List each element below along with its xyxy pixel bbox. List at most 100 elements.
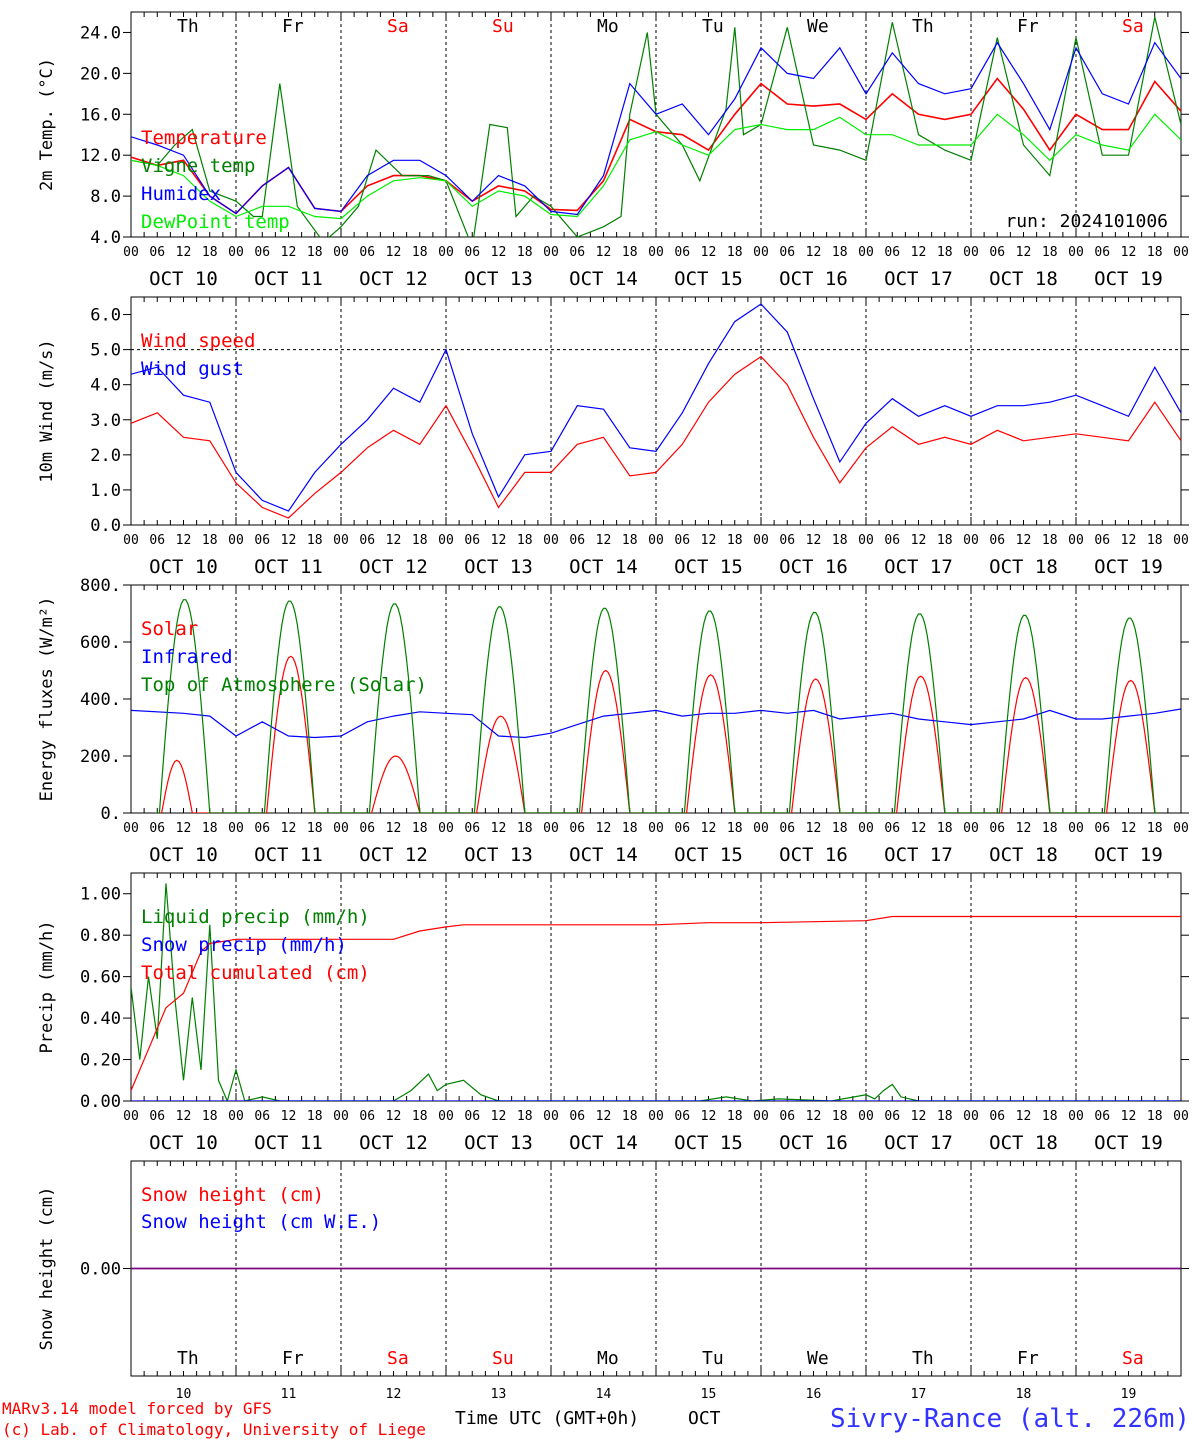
x-date-label: OCT 14 — [569, 844, 638, 866]
x-hour-label: 12 — [701, 821, 717, 836]
legend-entry: Temperature — [141, 127, 267, 149]
x-date-label: OCT 17 — [884, 844, 953, 866]
x-date-label: OCT 17 — [884, 1132, 953, 1154]
x-hour-label: 00 — [648, 533, 664, 548]
series-line-total-cumulated-cm- — [131, 915, 1181, 1091]
y-tick-label: 1.00 — [80, 885, 121, 905]
x-hour-label: 00 — [753, 821, 769, 836]
x-hour-label: 18 — [412, 1109, 428, 1124]
x-date-label: OCT 19 — [1094, 268, 1163, 290]
x-hour-label: 00 — [1173, 245, 1189, 260]
x-date-label: OCT 13 — [464, 268, 533, 290]
x-date-label: OCT 14 — [569, 1132, 638, 1154]
x-hour-label: 06 — [464, 1109, 480, 1124]
panel-4: 0.00 0.20 0.40 0.60 0.80 1.00 Precip (mm/h) 00 0… — [37, 872, 1189, 1154]
x-hour-label: 06 — [359, 533, 375, 548]
x-hour-label: 06 — [674, 821, 690, 836]
y-tick-label: 0. — [101, 804, 121, 824]
x-hour-label: 18 — [412, 245, 428, 260]
x-hour-label: 12 — [491, 533, 507, 548]
day-number-label: 12 — [386, 1387, 402, 1402]
x-hour-label: 06 — [569, 821, 585, 836]
legend-entry: Liquid precip (mm/h) — [141, 906, 370, 928]
x-hour-label: 18 — [412, 821, 428, 836]
x-hour-label: 18 — [202, 1109, 218, 1124]
x-hour-label: 12 — [386, 1109, 402, 1124]
panel-5: 0.00 Snow height (cm) Th Fr Sa Su Mo Tu We Th Fr Sa… — [37, 1160, 1189, 1402]
y-tick-label: 16.0 — [80, 105, 121, 125]
x-hour-label: 18 — [1147, 821, 1163, 836]
series-line-top-of-atmosphere-solar- — [155, 599, 1160, 813]
x-date-label: OCT 10 — [149, 556, 218, 578]
legend-entry: Vigne temp — [141, 155, 255, 177]
series-line-vigne-temp — [131, 16, 1181, 237]
x-date-label: OCT 10 — [149, 1132, 218, 1154]
weekday-label: Tu — [702, 16, 724, 37]
x-hour-label: 12 — [386, 245, 402, 260]
x-hour-label: 00 — [438, 245, 454, 260]
y-axis-label: 2m Temp. (°C) — [37, 58, 57, 191]
x-hour-label: 18 — [202, 245, 218, 260]
footer-layer: MARv3.14 model forced by GFS (c) Lab. of… — [2, 1399, 1190, 1439]
x-hour-label: 00 — [1173, 533, 1189, 548]
x-hour-label: 18 — [727, 533, 743, 548]
x-hour-label: 06 — [464, 533, 480, 548]
day-number-label: 10 — [176, 1387, 192, 1402]
x-hour-label: 00 — [1068, 1109, 1084, 1124]
x-date-label: OCT 13 — [464, 556, 533, 578]
x-hour-label: 12 — [1016, 245, 1032, 260]
x-hour-label: 00 — [543, 1109, 559, 1124]
series-line-solar — [157, 655, 1160, 813]
x-date-label: OCT 15 — [674, 556, 743, 578]
series-layer — [131, 16, 1181, 237]
x-hour-label: 12 — [491, 821, 507, 836]
y-tick-label: 0.0 — [90, 516, 121, 536]
x-hour-label: 12 — [596, 533, 612, 548]
y-tick-label: 3.0 — [90, 411, 121, 431]
x-date-label: OCT 17 — [884, 268, 953, 290]
weekday-label: Th — [177, 16, 199, 37]
x-date-label: OCT 11 — [254, 268, 323, 290]
x-hour-label: 06 — [569, 1109, 585, 1124]
x-hour-label: 00 — [858, 821, 874, 836]
x-hour-label: 12 — [806, 821, 822, 836]
x-hour-label: 00 — [1068, 245, 1084, 260]
x-date-label: OCT 11 — [254, 1132, 323, 1154]
legend-entry: Wind gust — [141, 358, 244, 380]
x-hour-label: 12 — [281, 1109, 297, 1124]
x-hour-label: 18 — [412, 533, 428, 548]
x-hour-label: 18 — [517, 245, 533, 260]
x-date-label: OCT 12 — [359, 844, 428, 866]
x-hour-label: 18 — [202, 821, 218, 836]
y-tick-label: 0.00 — [80, 1260, 121, 1280]
x-hour-label: 18 — [307, 245, 323, 260]
x-date-label: OCT 18 — [989, 268, 1058, 290]
x-hour-label: 12 — [281, 821, 297, 836]
x-hour-label: 06 — [884, 533, 900, 548]
x-hour-label: 12 — [911, 533, 927, 548]
x-hour-label: 18 — [307, 821, 323, 836]
weekday-label: We — [807, 1348, 829, 1369]
panel-1: 4.0 8.0 12.0 16.0 20.0 24.0 2m Temp. (°C) 00 06 1… — [37, 11, 1189, 290]
x-hour-label: 00 — [228, 533, 244, 548]
x-date-label: OCT 14 — [569, 268, 638, 290]
x-date-label: OCT 19 — [1094, 1132, 1163, 1154]
x-hour-label: 00 — [753, 533, 769, 548]
x-date-label: OCT 10 — [149, 268, 218, 290]
panel-2: 0.0 1.0 2.0 3.0 4.0 5.0 6.0 10m Wind (m/s) 00 06 1… — [37, 296, 1189, 578]
y-tick-label: 400. — [80, 690, 121, 710]
x-hour-label: 00 — [438, 821, 454, 836]
weekday-label: Fr — [282, 16, 304, 37]
x-hour-label: 18 — [622, 533, 638, 548]
x-hour-label: 00 — [648, 821, 664, 836]
x-date-label: OCT 15 — [674, 1132, 743, 1154]
x-hour-label: 12 — [701, 245, 717, 260]
y-tick-label: 6.0 — [90, 306, 121, 326]
y-tick-label: 0.40 — [80, 1009, 121, 1029]
x-hour-label: 00 — [753, 245, 769, 260]
x-date-label: OCT 11 — [254, 844, 323, 866]
x-hour-label: 00 — [333, 533, 349, 548]
x-date-label: OCT 19 — [1094, 556, 1163, 578]
weekday-label: Su — [492, 1348, 514, 1369]
x-hour-label: 00 — [963, 533, 979, 548]
